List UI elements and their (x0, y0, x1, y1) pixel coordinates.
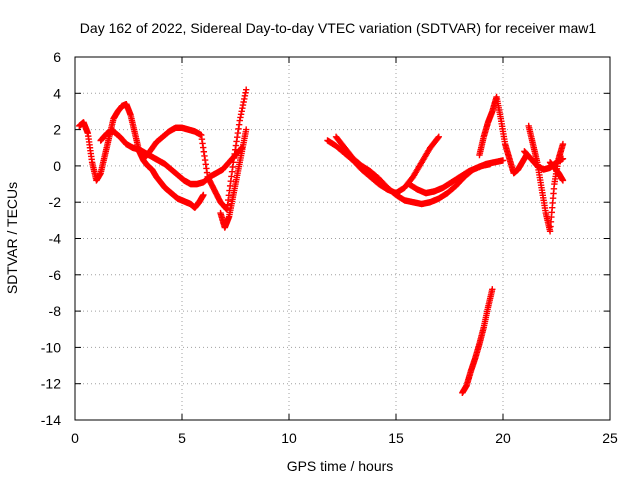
chart-title: Day 162 of 2022, Sidereal Day-to-day VTE… (80, 20, 597, 36)
y-tick-label: -2 (49, 194, 62, 210)
y-tick-label: 6 (53, 49, 61, 65)
y-tick-label: -4 (49, 231, 62, 247)
data-point-marker (200, 191, 207, 199)
y-tick-label: -12 (41, 376, 61, 392)
grid (75, 57, 610, 420)
y-tick-label: -6 (49, 267, 62, 283)
data-point-marker (499, 157, 507, 164)
x-axis-label: GPS time / hours (287, 458, 394, 474)
x-tick-label: 25 (602, 430, 618, 446)
x-tick-label: 15 (388, 430, 404, 446)
y-tick-label: -8 (49, 303, 62, 319)
data-point-marker (489, 286, 496, 293)
data-point-marker (435, 133, 442, 141)
data-point-marker (559, 177, 567, 184)
x-tick-label: 20 (495, 430, 511, 446)
y-tick-label: 2 (53, 122, 61, 138)
x-tick-label: 5 (178, 430, 186, 446)
y-tick-label: -10 (41, 339, 61, 355)
x-tick-labels: 0 5 10 15 20 25 (71, 430, 618, 446)
y-tick-label: 4 (53, 85, 61, 101)
data-point-marker (243, 86, 250, 93)
data-point-marker (559, 155, 567, 162)
y-tick-label: -14 (41, 412, 61, 428)
data-point-marker (434, 134, 442, 142)
x-tick-label: 0 (71, 430, 79, 446)
data-marks (76, 86, 567, 396)
y-tick-labels: -14 -12 -10 -8 -6 -4 -2 0 2 4 6 (41, 49, 61, 428)
data-point-marker (243, 126, 250, 133)
y-axis-label: SDTVAR / TECUs (4, 182, 20, 294)
y-tick-label: 0 (53, 158, 61, 174)
axis-ticks (74, 56, 611, 421)
x-tick-label: 10 (281, 430, 297, 446)
data-point-marker (559, 140, 567, 148)
